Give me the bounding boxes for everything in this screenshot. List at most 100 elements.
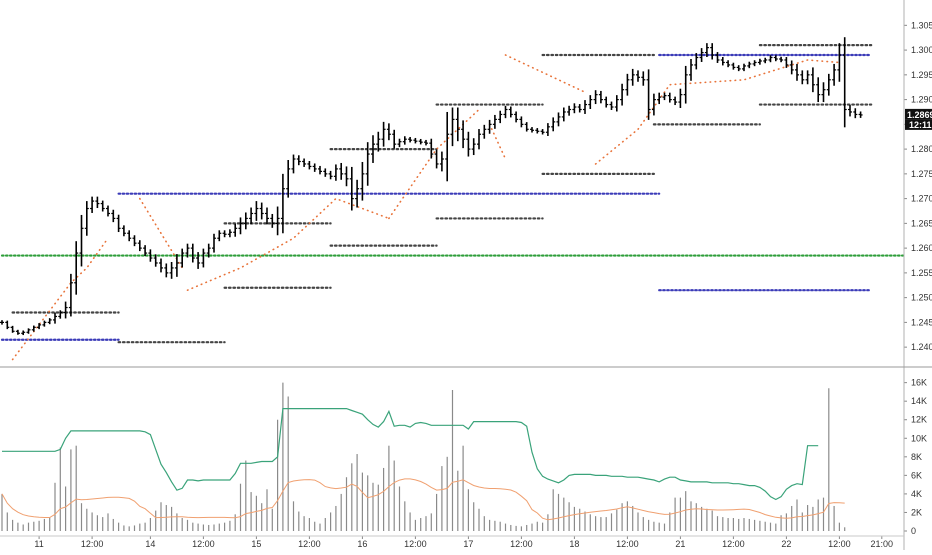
ohlc-bar[interactable] bbox=[450, 107, 455, 147]
ohlc-bar[interactable] bbox=[577, 104, 582, 113]
ohlc-bar[interactable] bbox=[254, 201, 259, 221]
ohlc-bar[interactable] bbox=[514, 111, 519, 123]
ohlc-bar[interactable] bbox=[625, 73, 630, 96]
ohlc-bar[interactable] bbox=[95, 196, 100, 209]
ohlc-bar[interactable] bbox=[15, 329, 20, 335]
ohlc-bar[interactable] bbox=[720, 57, 725, 66]
ohlc-bar[interactable] bbox=[265, 207, 269, 225]
ohlc-bar[interactable] bbox=[31, 325, 36, 332]
ohlc-bar[interactable] bbox=[196, 252, 201, 269]
ohlc-bar[interactable] bbox=[805, 70, 810, 85]
ohlc-bar[interactable] bbox=[736, 65, 741, 72]
ohlc-bar[interactable] bbox=[127, 230, 132, 242]
ohlc-bar[interactable] bbox=[821, 82, 826, 103]
ohlc-bar[interactable] bbox=[5, 320, 10, 330]
ohlc-bar[interactable] bbox=[583, 100, 587, 114]
ohlc-bar[interactable] bbox=[270, 213, 275, 228]
ohlc-bar[interactable] bbox=[275, 206, 280, 236]
ohlc-bar[interactable] bbox=[763, 57, 768, 64]
ohlc-bar[interactable] bbox=[328, 170, 333, 180]
ohlc-bar[interactable] bbox=[662, 92, 667, 101]
ohlc-bar[interactable] bbox=[323, 168, 328, 177]
ohlc-bar[interactable] bbox=[26, 328, 31, 334]
ohlc-bar[interactable] bbox=[667, 92, 672, 103]
ohlc-bar[interactable] bbox=[699, 48, 704, 62]
ohlc-bar[interactable] bbox=[429, 138, 434, 159]
ohlc-bar[interactable] bbox=[492, 114, 497, 129]
ohlc-bar[interactable] bbox=[302, 158, 307, 167]
ohlc-bar[interactable] bbox=[222, 230, 227, 238]
ohlc-bar[interactable] bbox=[280, 173, 285, 234]
ohlc-bar[interactable] bbox=[678, 88, 683, 109]
ohlc-bar[interactable] bbox=[291, 154, 296, 174]
ohlc-bar[interactable] bbox=[466, 131, 471, 157]
ohlc-bar[interactable] bbox=[339, 162, 344, 180]
ohlc-bar[interactable] bbox=[376, 131, 381, 152]
ohlc-bar[interactable] bbox=[487, 119, 492, 134]
ohlc-bar[interactable] bbox=[79, 214, 84, 267]
ohlc-bar[interactable] bbox=[185, 243, 190, 258]
price-axis[interactable]: 1.305001.300001.295001.290001.285001.280… bbox=[904, 20, 932, 352]
ohlc-bar[interactable] bbox=[689, 58, 693, 81]
volume-axis[interactable]: 16K 14K 12K 10K 8K 6K 4K 2K 0 bbox=[904, 378, 927, 536]
ohlc-bar[interactable] bbox=[768, 55, 773, 63]
ohlc-bar[interactable] bbox=[683, 65, 688, 104]
price-pane[interactable] bbox=[0, 37, 905, 361]
ohlc-bar[interactable] bbox=[53, 312, 57, 324]
ohlc-bar[interactable] bbox=[397, 138, 402, 148]
ohlc-bar[interactable] bbox=[408, 136, 413, 143]
ohlc-bar[interactable] bbox=[858, 111, 863, 118]
ohlc-bar[interactable] bbox=[715, 52, 720, 63]
ohlc-bar[interactable] bbox=[116, 214, 121, 233]
ohlc-bar[interactable] bbox=[0, 320, 4, 325]
ohlc-bar[interactable] bbox=[21, 330, 26, 336]
ohlc-bar[interactable] bbox=[848, 105, 852, 117]
ohlc-bar[interactable] bbox=[212, 233, 216, 253]
ohlc-bar[interactable] bbox=[63, 301, 68, 319]
ohlc-bar[interactable] bbox=[620, 83, 625, 106]
ohlc-bar[interactable] bbox=[439, 151, 444, 172]
ohlc-bar[interactable] bbox=[402, 136, 407, 145]
ohlc-bar[interactable] bbox=[201, 248, 206, 268]
ohlc-bar[interactable] bbox=[593, 90, 598, 105]
ohlc-bar[interactable] bbox=[832, 63, 837, 86]
ohlc-bar[interactable] bbox=[842, 37, 847, 128]
ohlc-bar[interactable] bbox=[180, 248, 185, 268]
ohlc-bar[interactable] bbox=[752, 60, 757, 67]
ohlc-bar[interactable] bbox=[344, 166, 349, 187]
ohlc-bar[interactable] bbox=[238, 217, 243, 235]
ohlc-bar[interactable] bbox=[143, 245, 148, 257]
ohlc-bar[interactable] bbox=[816, 77, 821, 103]
ohlc-bar[interactable] bbox=[779, 56, 784, 63]
ohlc-bar[interactable] bbox=[641, 71, 646, 86]
ohlc-bar[interactable] bbox=[853, 108, 858, 119]
ohlc-bar[interactable] bbox=[47, 318, 52, 325]
ohlc-bar[interactable] bbox=[636, 70, 640, 82]
ohlc-bar[interactable] bbox=[153, 254, 158, 267]
ohlc-bar[interactable] bbox=[800, 70, 805, 85]
ohlc-bar[interactable] bbox=[630, 68, 635, 86]
ohlc-bar[interactable] bbox=[837, 43, 842, 82]
ohlc-bar[interactable] bbox=[471, 138, 476, 156]
ohlc-bar[interactable] bbox=[174, 254, 179, 277]
ohlc-bar[interactable] bbox=[307, 160, 312, 170]
ohlc-bar[interactable] bbox=[784, 57, 789, 68]
ohlc-bar[interactable] bbox=[68, 273, 73, 317]
ohlc-bar[interactable] bbox=[386, 123, 391, 141]
ohlc-bar[interactable] bbox=[524, 122, 529, 132]
ohlc-bar[interactable] bbox=[392, 129, 397, 149]
ohlc-bar[interactable] bbox=[42, 320, 47, 327]
ohlc-bar[interactable] bbox=[445, 111, 450, 182]
ohlc-bar[interactable] bbox=[84, 201, 89, 236]
ohlc-bar[interactable] bbox=[503, 105, 508, 119]
ohlc-bar[interactable] bbox=[556, 112, 561, 127]
ohlc-bar[interactable] bbox=[535, 128, 540, 134]
ohlc-bar[interactable] bbox=[530, 127, 534, 133]
ohlc-bar[interactable] bbox=[355, 179, 360, 208]
ohlc-bar[interactable] bbox=[318, 165, 322, 175]
ohlc-bar[interactable] bbox=[424, 139, 428, 146]
ohlc-bar[interactable] bbox=[482, 124, 487, 139]
ohlc-bar[interactable] bbox=[190, 243, 195, 263]
ohlc-bar[interactable] bbox=[789, 60, 794, 75]
